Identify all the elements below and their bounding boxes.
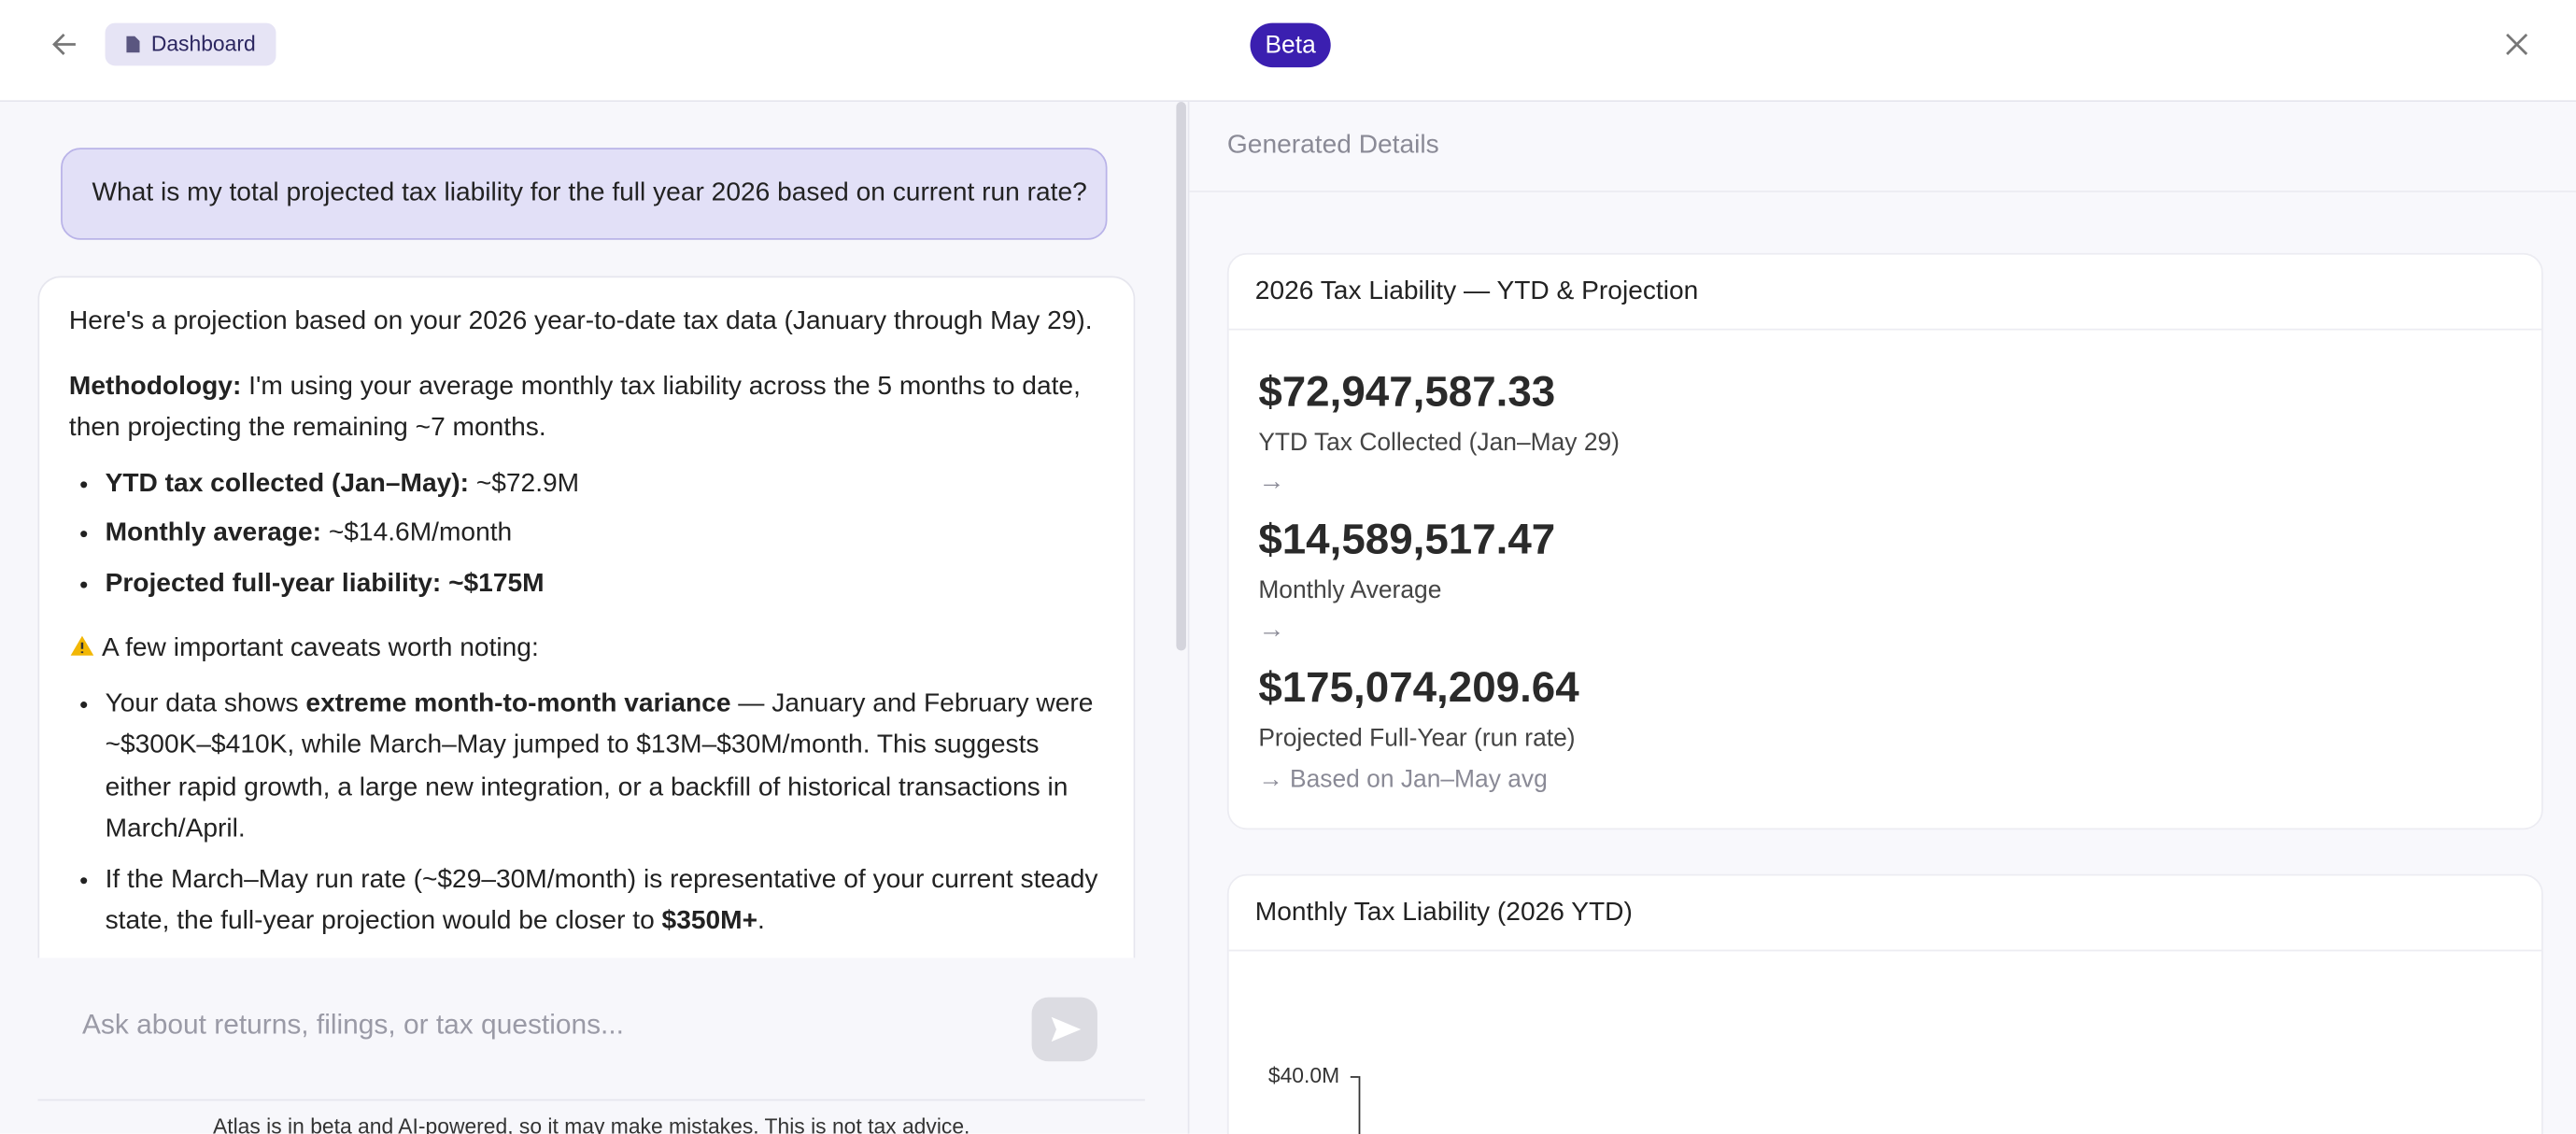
intro: Here's a projection based on your 2026 y…	[68, 306, 1093, 335]
close-icon[interactable]	[2504, 31, 2530, 57]
text: .	[757, 906, 765, 935]
header: Dashboard Beta	[0, 0, 2576, 103]
back-icon[interactable]	[50, 30, 79, 60]
dashboard-button[interactable]: Dashboard	[105, 22, 276, 66]
caveat-heading: A few important caveats worth noting:	[69, 628, 1104, 670]
bold-text: extreme month-to-month variance	[305, 688, 731, 717]
bold-text: Monthly average:	[105, 518, 322, 547]
text: — January and February were ~$300K–$410K…	[105, 688, 1094, 843]
metric-label: YTD Tax Collected (Jan–May 29)	[1258, 429, 1620, 457]
beta-badge: Beta	[1250, 22, 1331, 68]
text: If the March–May run rate (~$29–30M/mont…	[105, 865, 1098, 935]
text: I'm using your average monthly tax liabi…	[68, 372, 1081, 443]
divider	[37, 1099, 1145, 1101]
text: Your data shows	[105, 688, 306, 717]
bold-text: Projected full-year liability: ~$175M	[105, 569, 545, 598]
warning-icon	[70, 635, 94, 656]
doc-icon	[126, 35, 140, 53]
dashboard-label: Dashboard	[150, 31, 256, 56]
summary-item: YTD tax collected (Jan–May): ~$72.9M	[106, 462, 1104, 504]
card-title: Monthly Tax Liability (2026 YTD)	[1254, 899, 1633, 928]
send-button[interactable]	[1031, 997, 1097, 1062]
disclaimer: Atlas is in beta and AI-powered, so it m…	[212, 1113, 970, 1134]
scrollbar[interactable]	[1176, 102, 1186, 651]
arrow: →	[1258, 468, 1285, 497]
text: ~$72.9M	[469, 469, 580, 498]
arrow: →	[1258, 616, 1285, 645]
note: → Based on Jan–May avg	[1258, 765, 1548, 794]
metric-label: Projected Full-Year (run rate)	[1258, 724, 1576, 753]
divider	[1228, 328, 2542, 331]
panel-title: Generated Details	[1226, 131, 1439, 160]
caveat-item: If the March–May run rate (~$29–30M/mont…	[106, 858, 1104, 943]
summary-list: YTD tax collected (Jan–May): ~$72.9M Mont…	[69, 462, 1104, 604]
metric-label: Monthly Average	[1258, 576, 1442, 605]
bold-text: Methodology:	[68, 372, 242, 401]
user-message: What is my total projected tax liability…	[61, 148, 1108, 240]
tick	[1350, 1076, 1359, 1078]
text: A few important caveats worth noting:	[102, 633, 539, 662]
chat-input[interactable]: Ask about returns, filings, or tax quest…	[81, 1008, 624, 1041]
caveat-list: Your data shows extreme month-to-month v…	[69, 683, 1104, 943]
metric-value: $72,947,587.33	[1258, 366, 1556, 417]
summary-item: Monthly average: ~$14.6M/month	[106, 513, 1104, 555]
divider	[1228, 949, 2542, 952]
bold-text: YTD tax collected (Jan–May):	[105, 469, 470, 498]
summary-item: Projected full-year liability: ~$175M	[106, 562, 1104, 604]
methodology: Methodology: I'm using your average mont…	[69, 365, 1104, 449]
text: ~$14.6M/month	[321, 518, 513, 547]
metric-value: $14,589,517.47	[1258, 514, 1556, 564]
send-icon	[1051, 1016, 1082, 1042]
summary-card: 2026 Tax Liability — YTD & Projection $72…	[1226, 252, 2543, 830]
y-axis	[1358, 1076, 1361, 1134]
y-tick-label: $40.0M	[1267, 1063, 1340, 1088]
metric-value: $175,074,209.64	[1258, 661, 1579, 712]
chart-card: Monthly Tax Liability (2026 YTD) $40.0M	[1226, 873, 2543, 1134]
card-title: 2026 Tax Liability — YTD & Projection	[1254, 277, 1699, 306]
assistant-message: Here's a projection based on your 2026 y…	[37, 276, 1136, 958]
divider	[1189, 191, 2576, 192]
caveat-item: Your data shows extreme month-to-month v…	[106, 683, 1104, 850]
bold-text: $350M+	[661, 906, 758, 935]
